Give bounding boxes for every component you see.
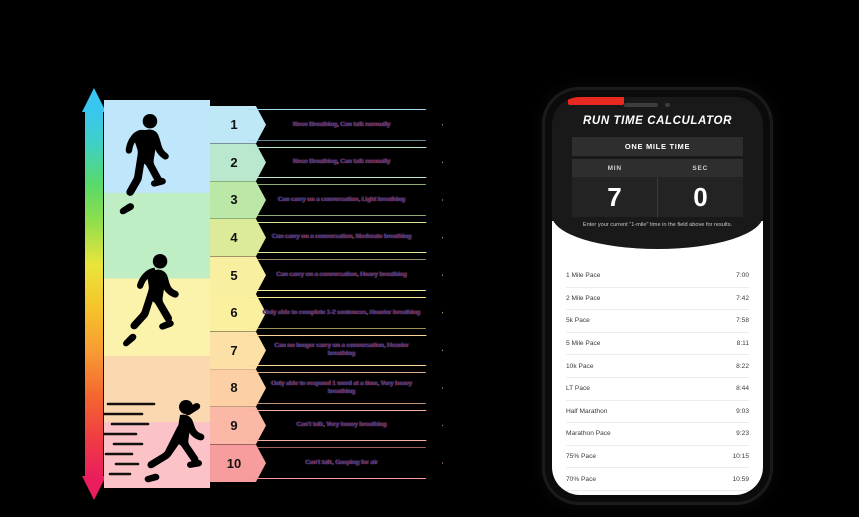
level-description: Nose Breathing, Can talk normally: [292, 120, 391, 128]
phone-screen: 1 Mile Pace 7:00 2 Mile Pace 7:42 5k Pace 7:5…: [552, 97, 763, 495]
level-number: 3: [230, 192, 238, 208]
level-chip: 8: [210, 369, 266, 407]
level-number: 7: [230, 342, 238, 358]
pace-row: LT Pace 8:44: [566, 378, 749, 401]
level-number: 1: [230, 117, 238, 133]
pace-row: Marathon Pace 9:23: [566, 423, 749, 446]
pace-value: 8:44: [736, 385, 749, 393]
level-chip: 10: [210, 444, 266, 482]
pace-label: 5k Pace: [566, 317, 590, 325]
pace-row: 1 Mile Pace 7:00: [566, 265, 749, 288]
level-number: 10: [226, 455, 242, 471]
level-description: Can carry on a conversation, Heavy breat…: [276, 270, 407, 278]
intensity-arrow: [82, 88, 106, 500]
level-label-chevron: Can carry on a conversation, Light breat…: [248, 181, 443, 219]
level-chip: 7: [210, 331, 266, 370]
speaker-grill-icon: [624, 103, 658, 107]
pace-value: 10:59: [732, 475, 749, 483]
pace-row: 70% Pace 10:59: [566, 468, 749, 491]
pace-label: Marathon Pace: [566, 430, 611, 438]
level-description: Can carry on a conversation, Moderate br…: [271, 233, 412, 241]
app-header: RUN TIME CALCULATOR ONE MILE TIME MIN SE…: [552, 97, 763, 249]
hint-text: Enter your current "1-mile" time in the …: [582, 222, 733, 228]
level-number: 4: [230, 230, 238, 246]
pace-value: 8:11: [736, 340, 749, 348]
pace-value: 10:15: [732, 453, 749, 461]
pace-value: 7:58: [736, 317, 749, 325]
phone-mockup-panel: 1 Mile Pace 7:00 2 Mile Pace 7:42 5k Pace 7:5…: [545, 90, 785, 510]
sec-label: SEC: [692, 164, 709, 172]
pace-value: 9:03: [736, 407, 749, 415]
level-description: Nose Breathing, Can talk normally: [292, 158, 391, 166]
level-chip: 4: [210, 218, 266, 257]
level-number: 5: [230, 267, 238, 283]
level-chip: 1: [210, 106, 266, 144]
pace-value: 8:22: [736, 362, 749, 370]
level-description: Can no longer carry on a conversation, H…: [274, 342, 409, 358]
level-number: 6: [230, 305, 238, 321]
pace-row: 10k Pace 8:22: [566, 355, 749, 378]
arrow-shaft: [85, 110, 103, 478]
pace-label: LT Pace: [566, 385, 590, 393]
intensity-zone-band: [104, 100, 210, 488]
pace-label: Half Marathon: [566, 407, 608, 415]
level-label-chevron: Can no longer carry on a conversation, H…: [248, 332, 443, 370]
level-chip: 9: [210, 406, 266, 445]
level-chip: 2: [210, 143, 266, 182]
one-mile-time-button[interactable]: ONE MILE TIME: [572, 137, 743, 156]
level-chip: 6: [210, 293, 266, 332]
pace-list: 1 Mile Pace 7:00 2 Mile Pace 7:42 5k Pace 7:5…: [566, 265, 749, 491]
level-number: 2: [230, 154, 238, 170]
pace-label: 75% Pace: [566, 453, 597, 461]
sec-input[interactable]: 0: [693, 181, 708, 212]
level-label-chevron: Only able to complete 1-2 sentences, Hea…: [248, 294, 443, 332]
pace-value: 7:00: [736, 272, 749, 280]
accent-tab: [568, 97, 624, 105]
pace-label: 10k Pace: [566, 362, 594, 370]
level-description: Can carry on a conversation, Light breat…: [277, 195, 406, 203]
sprinting-runner-silhouette: [104, 400, 205, 483]
pace-row: 5 Mile Pace 8:11: [566, 333, 749, 356]
walking-runner-silhouette: [119, 114, 169, 215]
rpe-scale-panel: 1 2 3 4 5 6 7 8 9 10 Nose Breathing, Can talk nor…: [82, 88, 443, 500]
level-description: Can't talk, Gasping for air: [305, 458, 378, 466]
pace-label: 2 Mile Pace: [566, 294, 601, 302]
level-label-chevron: Can't talk, Gasping for air: [248, 444, 443, 482]
level-chip: 5: [210, 256, 266, 294]
level-description: Only able to respond 1 word at a time, V…: [271, 379, 412, 395]
level-number: 9: [230, 418, 238, 434]
app-title: RUN TIME CALCULATOR: [583, 115, 732, 127]
pace-row: Half Marathon 9:03: [566, 401, 749, 424]
level-description: Only able to complete 1-2 sentences, Hea…: [262, 308, 421, 316]
pace-row: 2 Mile Pace 7:42: [566, 288, 749, 311]
jogging-runner-silhouette: [123, 254, 179, 347]
level-description: Can't talk, Very heavy breathing: [296, 421, 387, 429]
pace-label: 5 Mile Pace: [566, 340, 601, 348]
pace-row: 5k Pace 7:58: [566, 310, 749, 333]
time-input-group: MIN SEC 7 0: [572, 159, 743, 217]
level-label-chevron: Nose Breathing, Can talk normally: [248, 144, 443, 182]
level-label-chevron: Only able to respond 1 word at a time, V…: [248, 369, 443, 407]
pace-value: 7:42: [736, 294, 749, 302]
pace-results-sheet: 1 Mile Pace 7:00 2 Mile Pace 7:42 5k Pace 7:5…: [552, 221, 763, 495]
level-chip: 3: [210, 181, 266, 219]
phone-frame: 1 Mile Pace 7:00 2 Mile Pace 7:42 5k Pace 7:5…: [545, 90, 770, 502]
pace-label: 1 Mile Pace: [566, 272, 601, 280]
arrow-head-down-icon: [82, 476, 106, 500]
pace-value: 9:23: [736, 430, 749, 438]
pace-label: 70% Pace: [566, 475, 597, 483]
pace-row: 75% Pace 10:15: [566, 446, 749, 469]
runner-silhouettes: [104, 114, 205, 483]
level-label-chevron: Can carry on a conversation, Moderate br…: [248, 219, 443, 257]
level-label-chevron: Can't talk, Very heavy breathing: [248, 407, 443, 445]
min-input[interactable]: 7: [572, 177, 658, 217]
min-label: MIN: [607, 164, 622, 172]
level-number: 8: [230, 380, 238, 396]
level-label-column: Nose Breathing, Can talk normally Nose Br…: [248, 106, 443, 482]
arrow-head-up-icon: [82, 88, 106, 112]
level-label-chevron: Nose Breathing, Can talk normally: [248, 106, 443, 144]
level-number-column: 1 2 3 4 5 6 7 8 9 10: [210, 106, 266, 482]
front-camera-icon: [665, 102, 670, 107]
level-label-chevron: Can carry on a conversation, Heavy breat…: [248, 256, 443, 294]
